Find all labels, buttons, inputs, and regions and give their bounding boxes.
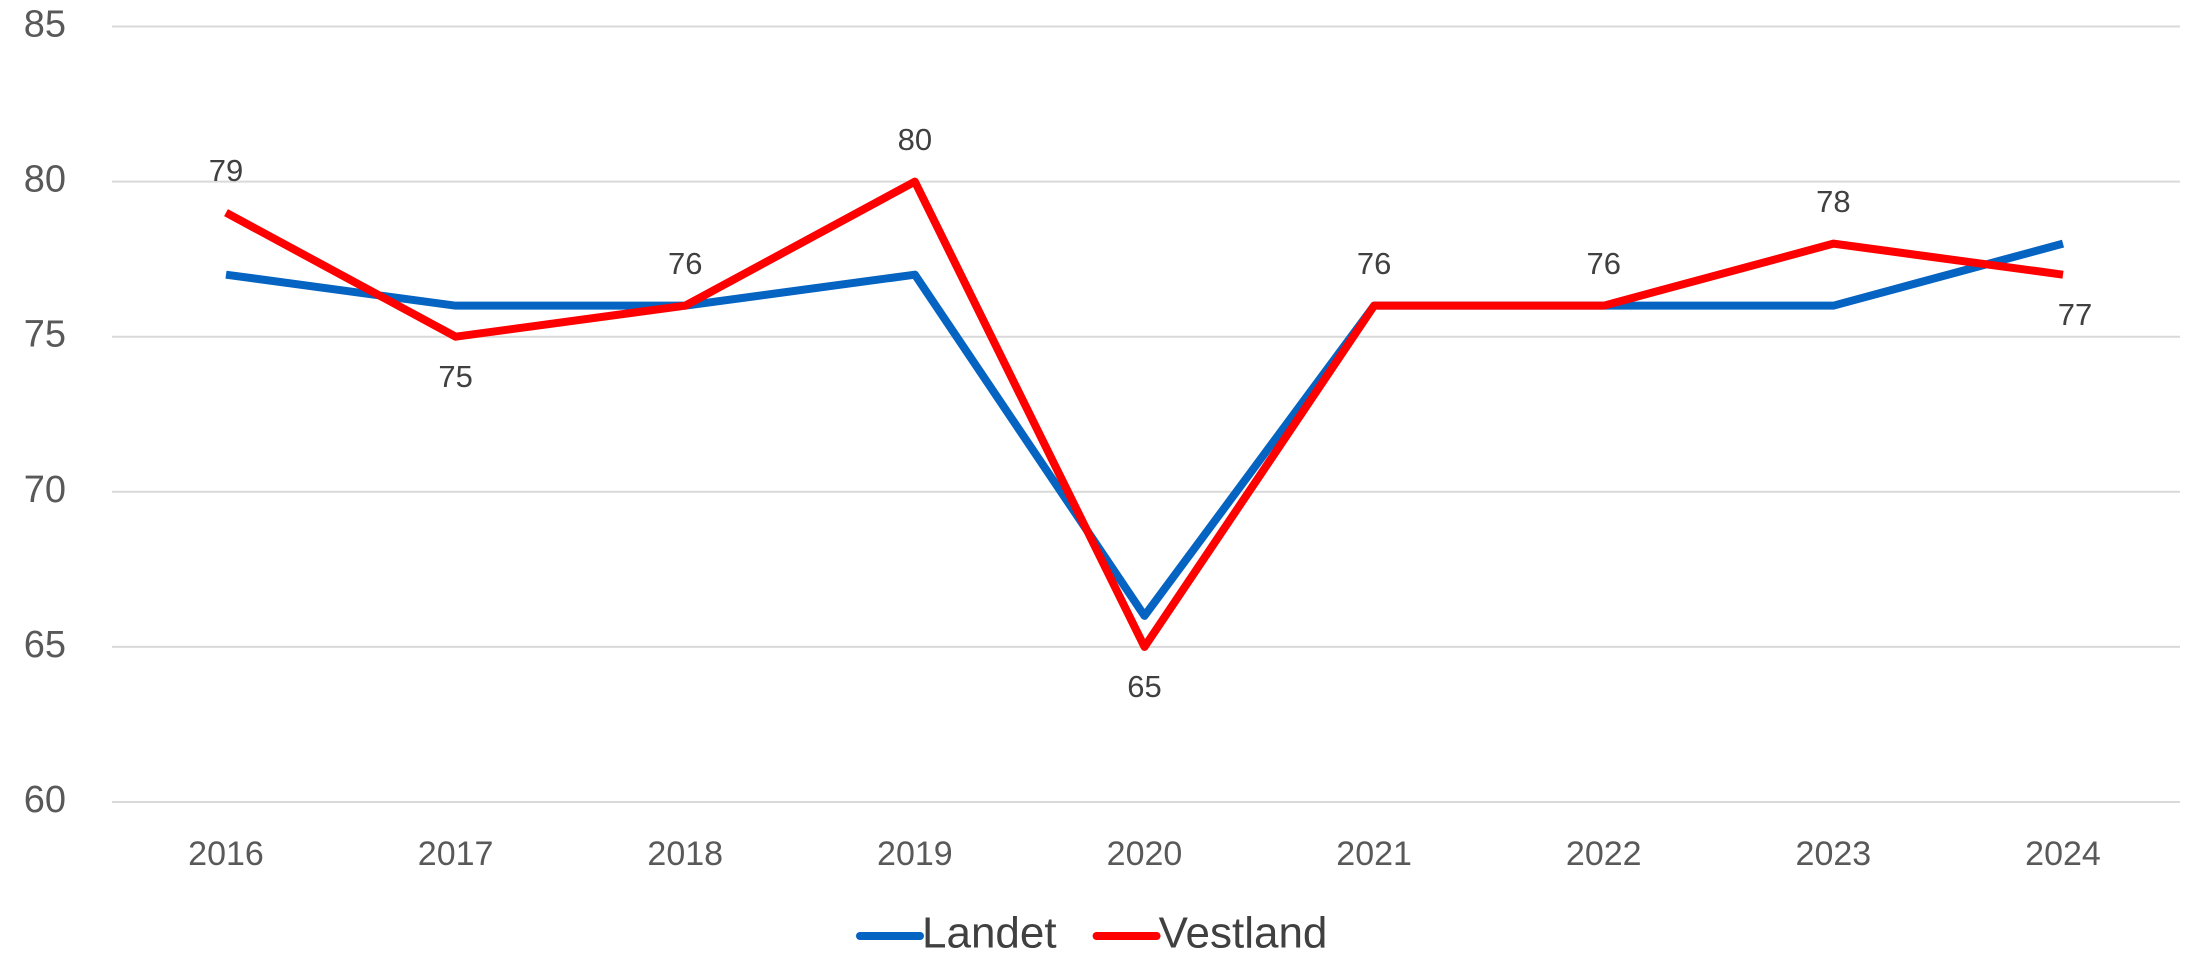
- data-label: 78: [1816, 184, 1850, 219]
- y-tick-label: 80: [24, 159, 66, 201]
- y-tick-label: 65: [24, 624, 66, 666]
- data-label: 76: [1587, 246, 1621, 281]
- y-tick-label: 70: [24, 469, 66, 511]
- data-label: 79: [209, 153, 243, 188]
- x-tick-label: 2019: [877, 835, 953, 873]
- data-label: 75: [438, 359, 472, 394]
- legend-label: Vestland: [1159, 909, 1328, 958]
- legend-label: Landet: [922, 909, 1057, 958]
- data-label: 76: [1357, 246, 1391, 281]
- x-tick-label: 2020: [1107, 835, 1183, 873]
- x-tick-label: 2021: [1336, 835, 1412, 873]
- x-tick-label: 2022: [1566, 835, 1642, 873]
- data-label: 80: [898, 122, 932, 157]
- y-tick-label: 85: [24, 4, 66, 46]
- data-label: 76: [668, 246, 702, 281]
- x-tick-label: 2023: [1796, 835, 1872, 873]
- series-line: [225, 239, 2065, 620]
- x-tick-label: 2024: [2025, 835, 2101, 873]
- series-line: [224, 177, 2064, 651]
- y-tick-label: 75: [24, 314, 66, 356]
- y-tick-label: 60: [24, 779, 66, 821]
- x-tick-label: 2016: [188, 835, 264, 873]
- data-label: 77: [2058, 297, 2092, 332]
- x-tick-label: 2018: [647, 835, 723, 873]
- data-label: 65: [1127, 669, 1161, 704]
- x-tick-label: 2017: [418, 835, 494, 873]
